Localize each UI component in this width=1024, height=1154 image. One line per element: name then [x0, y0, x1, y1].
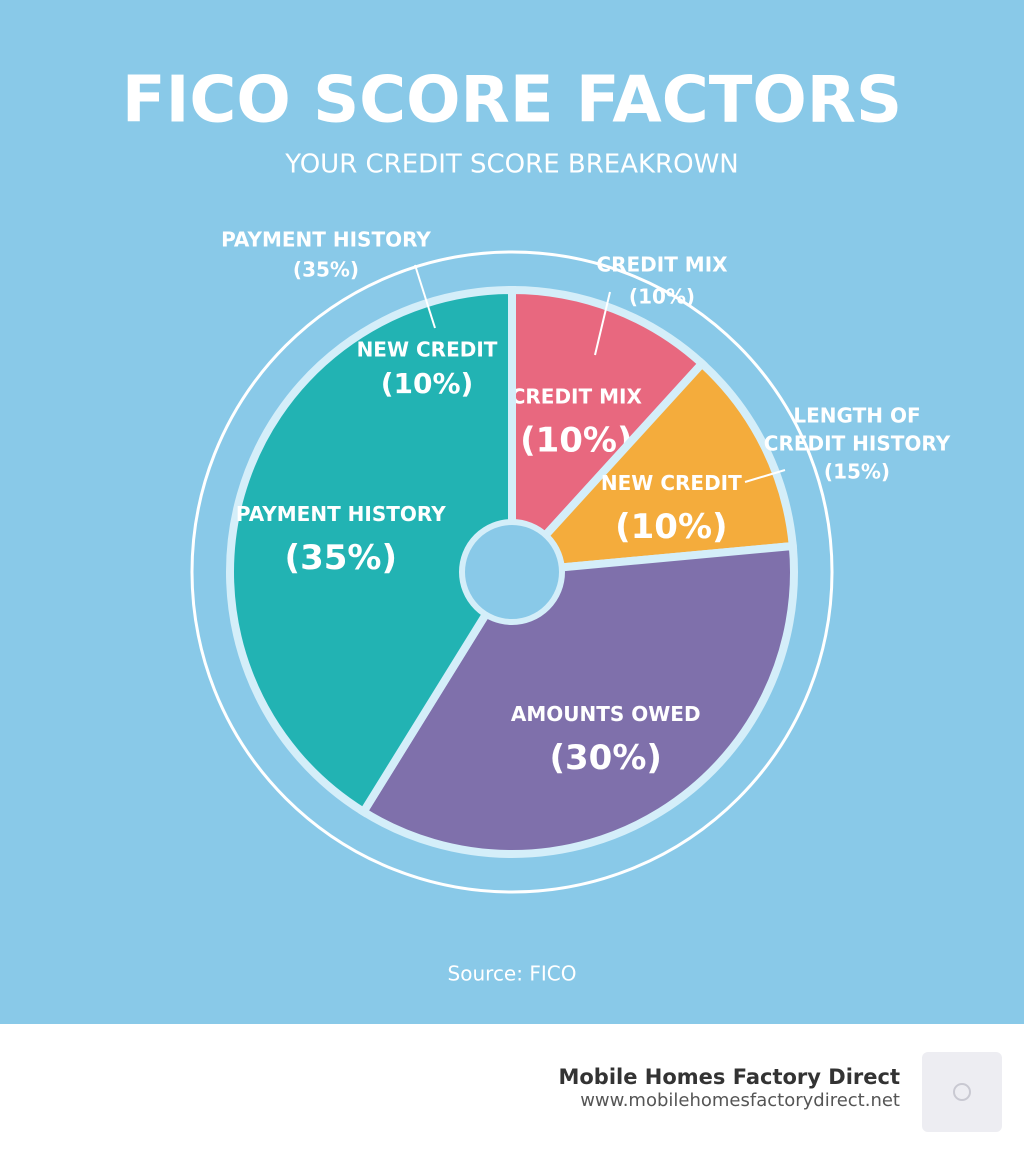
leader-line: [594, 291, 611, 356]
slice-value-label: (30%): [549, 738, 661, 778]
annotation: LENGTH OF: [793, 404, 920, 428]
leader-line: [744, 469, 786, 483]
footer-logo: [922, 1052, 1002, 1132]
annotation: CREDIT HISTORY: [764, 432, 951, 456]
leader-line: [414, 264, 436, 329]
source-note: Source: FICO: [448, 962, 577, 986]
slice-label: AMOUNTS OWED: [511, 702, 701, 726]
footer-url: www.mobilehomesfactorydirect.net: [580, 1090, 900, 1111]
annotation: (35%): [293, 258, 359, 282]
slice-value-label: (10%): [615, 507, 727, 547]
pie-slice: [358, 541, 798, 858]
annotations: PAYMENT HISTORY (35%) CREDIT MIX (10%) LENGT…: [221, 228, 951, 484]
footer-brand: Mobile Homes Factory Direct: [558, 1065, 900, 1089]
slice-value-label: (35%): [285, 538, 397, 578]
annotation: (10%): [381, 367, 474, 400]
slice-label: PAYMENT HISTORY: [236, 502, 446, 526]
outer-ring: [190, 250, 834, 894]
chart-title: FICO SCORE FACTORS: [122, 64, 902, 138]
footer-logo-icon: [953, 1083, 971, 1101]
chart-subtitle: YOUR CREDIT SCORE BREAKROWN: [284, 150, 739, 180]
center-hole: [459, 519, 565, 625]
pie-slice: [226, 285, 516, 818]
annotation: NEW CREDIT: [357, 338, 498, 362]
leader-lines: [414, 264, 786, 483]
annotation: CREDIT MIX: [596, 253, 728, 277]
pie: CREDIT MIX (10%) NEW CREDIT (10%) AMOUNTS OW…: [226, 285, 798, 858]
annotation: PAYMENT HISTORY: [221, 228, 431, 252]
pie-slice: [508, 285, 708, 583]
pie-slice: [502, 357, 798, 577]
slice-value-label: (10%): [520, 421, 632, 461]
footer-background: [0, 1024, 1024, 1154]
slice-label: NEW CREDIT: [601, 471, 742, 495]
slice-label: CREDIT MIX: [511, 385, 643, 409]
annotation: (15%): [824, 460, 890, 484]
annotation: (10%): [629, 285, 695, 309]
